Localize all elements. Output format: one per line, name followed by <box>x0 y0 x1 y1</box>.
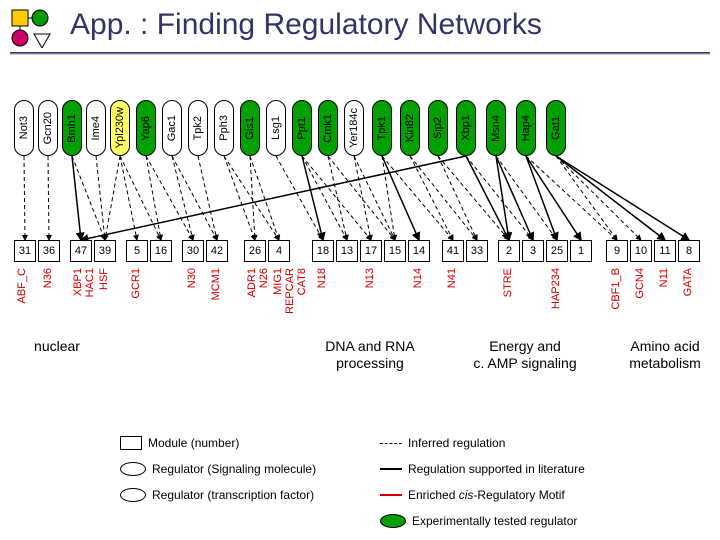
regulator-lsg1: Lsg1 <box>266 100 286 156</box>
legend-green-oval-icon <box>380 514 406 528</box>
module-26: 26 <box>244 240 266 262</box>
module-15: 15 <box>384 240 406 262</box>
regulator-gat1: Gat1 <box>546 100 566 156</box>
legend-module-icon <box>120 436 142 450</box>
module-42: 42 <box>206 240 228 262</box>
regulator-msn4: Msn4 <box>486 100 506 156</box>
legend-l3b: Enriched cis-Regulatory Motif <box>408 488 565 502</box>
regulator-cmk1: Cmk1 <box>318 100 338 156</box>
regulator-ppt1: Ppt1 <box>292 100 312 156</box>
regulator-gcn20: Gcn20 <box>38 100 58 156</box>
module-41: 41 <box>442 240 464 262</box>
regulator-tpk2: Tpk2 <box>188 100 208 156</box>
module-2: 2 <box>498 240 520 262</box>
annotation-mig1: MIG1 <box>272 268 284 295</box>
annotation-cat8: CAT8 <box>296 268 308 295</box>
legend-l2b: Regulation supported in literature <box>408 462 585 476</box>
legend-dashed-line-icon <box>380 443 402 444</box>
legend: Module (number) Inferred regulation Regu… <box>120 430 680 534</box>
module-17: 17 <box>360 240 382 262</box>
module-16: 16 <box>150 240 172 262</box>
annotation-repcar: REPCAR <box>284 268 296 314</box>
legend-solid-line-icon <box>380 468 402 470</box>
annotation-gcr1: GCR1 <box>130 268 142 299</box>
module-14: 14 <box>408 240 430 262</box>
section-amino: Amino acidmetabolism <box>610 338 720 372</box>
legend-red-line-icon <box>380 494 402 496</box>
module-25: 25 <box>546 240 568 262</box>
annotation-n13: N13 <box>364 268 376 288</box>
module-39: 39 <box>94 240 116 262</box>
annotation-n18: N18 <box>316 268 328 288</box>
module-18: 18 <box>312 240 334 262</box>
annotation-n14: N14 <box>412 268 424 288</box>
annotation-mcm1: MCM1 <box>210 268 222 300</box>
module-36: 36 <box>38 240 60 262</box>
module-31: 31 <box>14 240 36 262</box>
annotation-adr1: ADR1 <box>246 268 258 297</box>
regulator-kin82: Kin82 <box>400 100 420 156</box>
regulator-pph3: Pph3 <box>214 100 234 156</box>
module-3: 3 <box>522 240 544 262</box>
section-energy: Energy andc. AMP signaling <box>450 338 600 372</box>
regulator-not3: Not3 <box>14 100 34 156</box>
module-30: 30 <box>182 240 204 262</box>
module-4: 4 <box>268 240 290 262</box>
module-1: 1 <box>570 240 592 262</box>
regulator-tpk1: Tpk1 <box>372 100 392 156</box>
module-8: 8 <box>678 240 700 262</box>
section-dna: DNA and RNAprocessing <box>300 338 440 372</box>
legend-oval-icon <box>120 462 146 476</box>
annotation-stre: STRE <box>502 268 514 297</box>
regulator-sip2: Sip2 <box>428 100 448 156</box>
annotation-n41: N41 <box>446 268 458 288</box>
legend-l3a: Regulator (transcription factor) <box>152 488 314 502</box>
annotation-n30: N30 <box>186 268 198 288</box>
legend-oval2-icon <box>120 488 146 502</box>
annotation-cbf1_b: CBF1_B <box>610 268 622 310</box>
regulator-ypl230w: Ypl230w <box>110 100 130 156</box>
section-nuclear: nuclear <box>12 338 102 355</box>
annotation-xbp1: XBP1 <box>72 268 84 296</box>
legend-l1b: Inferred regulation <box>408 436 505 450</box>
regulator-xbp1: Xbp1 <box>456 100 476 156</box>
module-13: 13 <box>336 240 358 262</box>
legend-l1a: Module (number) <box>148 436 239 450</box>
regulator-yap6: Yap6 <box>136 100 156 156</box>
annotation-n11: N11 <box>658 268 670 287</box>
regulator-ime4: Ime4 <box>86 100 106 156</box>
legend-l4b: Experimentally tested regulator <box>412 514 577 528</box>
module-33: 33 <box>466 240 488 262</box>
module-5: 5 <box>126 240 148 262</box>
annotation-n36: N36 <box>42 268 54 288</box>
regulator-gis1: Gis1 <box>240 100 260 156</box>
module-11: 11 <box>654 240 676 262</box>
regulator-hap4: Hap4 <box>516 100 536 156</box>
regulator-yer184c: Yer184c <box>344 100 364 156</box>
module-10: 10 <box>630 240 652 262</box>
annotation-abf_c: ABF_C <box>16 268 28 303</box>
annotation-gcn4: GCN4 <box>634 268 646 299</box>
module-47: 47 <box>70 240 92 262</box>
annotation-n26: N26 <box>258 268 270 288</box>
legend-l2a: Regulator (Signaling molecule) <box>152 462 316 476</box>
annotation-hac1: HAC1 <box>84 268 96 297</box>
regulator-bmh1: Bmh1 <box>62 100 82 156</box>
regulator-gac1: Gac1 <box>162 100 182 156</box>
annotation-hap234: HAP234 <box>550 268 562 309</box>
module-9: 9 <box>606 240 628 262</box>
annotation-hsf: HSF <box>98 268 110 290</box>
annotation-gata: GATA <box>682 268 694 296</box>
